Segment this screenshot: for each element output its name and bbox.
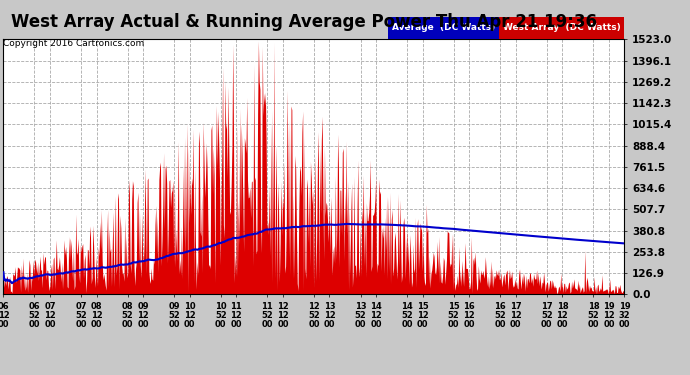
Bar bbox=[499, 17, 624, 39]
Text: West Array Actual & Running Average Power Thu Apr 21 19:36: West Array Actual & Running Average Powe… bbox=[10, 13, 597, 31]
Text: Average  (DC Watts): Average (DC Watts) bbox=[392, 23, 495, 32]
Bar bbox=[388, 17, 499, 39]
Text: West Array  (DC Watts): West Array (DC Watts) bbox=[503, 23, 620, 32]
Text: Copyright 2016 Cartronics.com: Copyright 2016 Cartronics.com bbox=[3, 39, 145, 48]
